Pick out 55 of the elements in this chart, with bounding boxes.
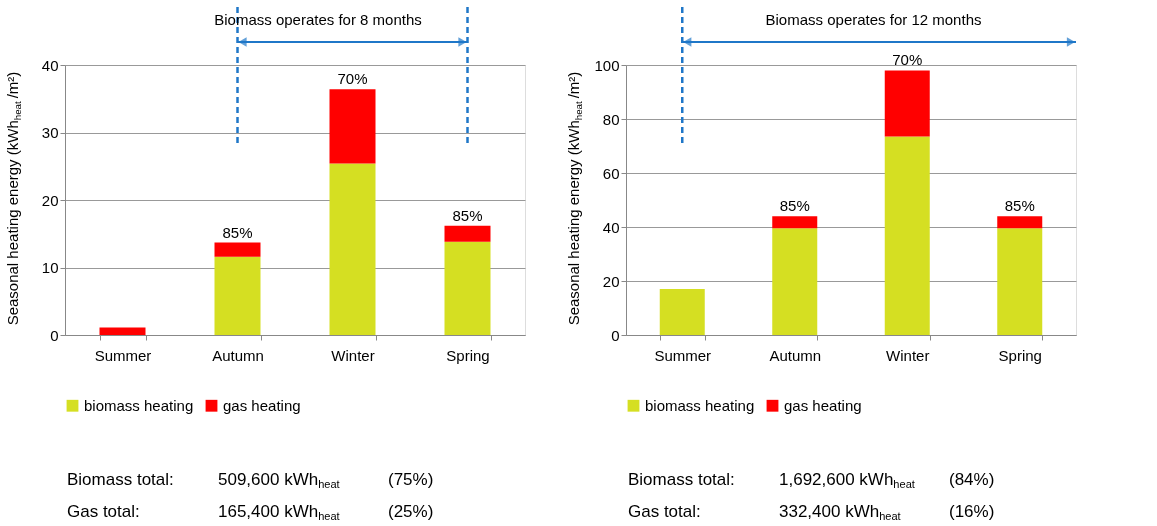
x-tick-label: Winter <box>886 346 930 364</box>
annotation: 70% <box>892 51 923 69</box>
text: Biomass total: <box>67 470 174 489</box>
annotation: 70% <box>337 70 368 88</box>
x-tick-label: Autumn <box>769 346 822 364</box>
bar <box>884 70 930 137</box>
y-tick-label: 40 <box>41 56 59 74</box>
bar <box>772 216 818 229</box>
bar <box>99 327 146 335</box>
text: (16%) <box>949 502 995 521</box>
y-axis-title: Seasonal heating energy (kWhheat/m²) <box>4 71 23 326</box>
y-tick-label: 30 <box>41 124 59 141</box>
text: (84%) <box>949 470 995 489</box>
y-tick-label: 20 <box>602 272 620 290</box>
y-tick-label: 60 <box>602 164 620 182</box>
text: Gas total: <box>67 502 140 521</box>
x-tick-label: Spring <box>998 346 1042 364</box>
text: Biomass operates for 12 months <box>765 11 982 28</box>
bar <box>214 242 261 257</box>
text: (25%) <box>388 502 434 521</box>
bar <box>997 228 1043 335</box>
x-tick-label: Winter <box>331 346 375 364</box>
y-tick-label: 40 <box>602 218 620 236</box>
annotation: 85% <box>222 223 253 241</box>
bar <box>772 228 818 335</box>
x-tick-label: Summer <box>94 346 152 364</box>
x-tick-label: Autumn <box>212 346 264 364</box>
y-tick-label: 0 <box>611 326 620 344</box>
text: Biomass total: <box>628 470 735 489</box>
x-tick-label: Spring <box>446 346 490 364</box>
y-tick-label: 20 <box>41 191 59 209</box>
x-tick-label: Summer <box>654 346 712 364</box>
text: (75%) <box>388 470 434 489</box>
y-axis-title: Seasonal heating energy (kWhheat/m²) <box>565 71 584 326</box>
y-tick-label: 100 <box>594 56 620 74</box>
legend-label: biomass heating <box>645 396 755 414</box>
y-tick-label: 80 <box>602 110 620 128</box>
bar <box>444 241 491 335</box>
annotation: 85% <box>452 206 483 224</box>
text: Biomass operates for 8 months <box>214 11 422 28</box>
bar <box>329 89 376 164</box>
y-tick-label: 10 <box>41 259 59 276</box>
legend-label: gas heating <box>223 396 301 414</box>
bar <box>997 216 1043 229</box>
annotation: 85% <box>1004 197 1035 215</box>
text: Gas total: <box>628 502 701 521</box>
annotation: 85% <box>779 197 810 215</box>
bar <box>444 225 491 242</box>
legend-label: biomass heating <box>84 396 194 414</box>
bar <box>214 256 261 335</box>
bar <box>329 163 376 335</box>
bar <box>884 136 930 335</box>
y-tick-label: 0 <box>50 326 59 344</box>
bar <box>659 289 705 335</box>
legend-label: gas heating <box>784 396 862 414</box>
